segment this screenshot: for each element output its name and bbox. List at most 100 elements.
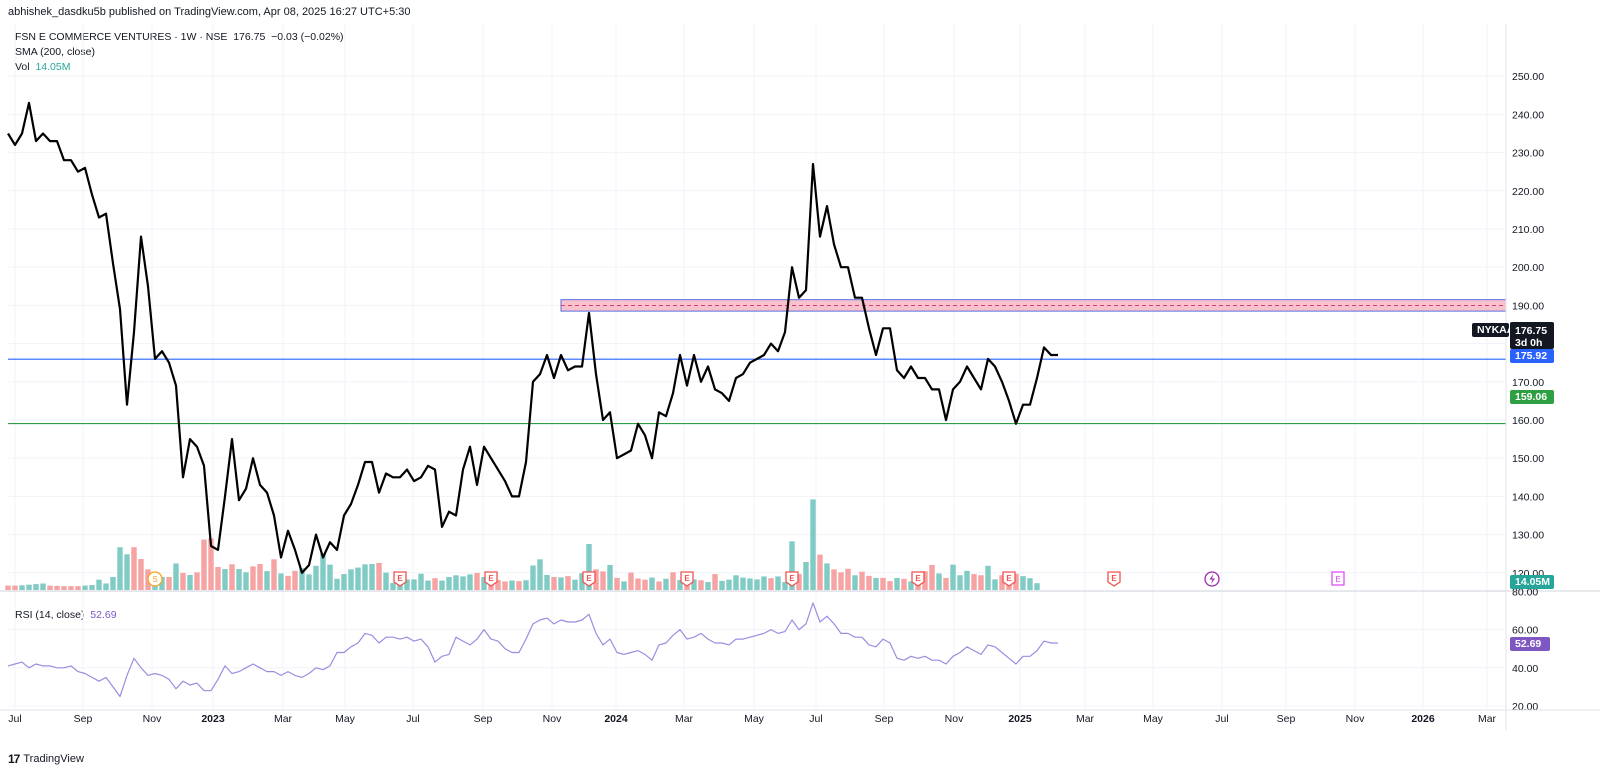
volume-bar [362,564,368,590]
time-tick-label: Mar [274,713,293,725]
earnings-marker-icon: E [393,571,407,587]
time-tick-label: Nov [945,713,964,725]
volume-bar [824,563,830,590]
price-axis[interactable]: 120.00130.00140.00150.00160.00170.00180.… [1505,24,1544,730]
volume-bar [495,579,501,590]
svg-text:E: E [488,574,494,583]
rsi-line [7,602,1058,698]
footer-brand: TradingView [23,753,84,765]
volume-bar [117,547,123,590]
rsi-value: 52.69 [90,609,117,621]
symbol-legend-row: FSN E COMMERCE VENTURES · 1W · NSE 176.7… [15,30,344,45]
volume-bar [327,564,333,590]
volume-bar [719,580,725,590]
time-tick-label: Nov [543,713,562,725]
volume-bar [61,586,67,590]
time-tick-label: Jul [809,713,822,725]
volume-bar [691,579,697,590]
volume-bar [957,575,963,590]
volume-bar [229,564,235,590]
volume-bar [971,574,977,590]
volume-bar [236,569,242,590]
volume-bar [1013,573,1019,590]
time-tick-label: Mar [1478,713,1497,725]
volume-bar [54,585,60,590]
earnings-marker-icon: E [785,571,799,587]
volume-bar [929,564,935,590]
time-tick-label: Mar [675,713,694,725]
last-price-tag: 176.75 [1515,325,1547,337]
volume-bar [173,563,179,590]
blue-line-tag: 175.92 [1515,350,1547,362]
volume-bar [768,578,774,590]
volume-bar [453,575,459,590]
svg-text:E: E [1111,574,1117,583]
svg-text:E: E [1006,574,1012,583]
volume-bar [439,580,445,590]
vol-legend-row[interactable]: Vol 14.05M [15,60,344,75]
sma-legend-row[interactable]: SMA (200, close) [15,46,95,58]
volume-bar [628,572,634,590]
publisher-header: abhishek_dasdku5b published on TradingVi… [8,6,411,18]
volume-bar [544,574,550,590]
upcoming-earnings-marker-icon: E [1331,571,1345,586]
volume-bar [950,564,956,590]
svg-text:E: E [586,574,592,583]
volume-bar [789,541,795,590]
volume-bar [320,553,326,590]
volume-bar [670,572,676,590]
volume-bar [565,576,571,590]
volume-bar [810,499,816,590]
svg-text:E: E [1335,575,1340,584]
grid-lines [8,24,1506,710]
volume-bar [579,573,585,590]
svg-text:E: E [397,574,403,583]
volume-bar [866,575,872,590]
volume-bar [390,582,396,590]
volume-bar [376,562,382,590]
volume-bar [278,573,284,590]
volume-bar [313,565,319,590]
volume-tag-bg [1510,575,1554,589]
rsi-tick-label: 60.00 [1512,625,1538,637]
volume-bar [586,543,592,590]
time-tick-label: 2025 [1008,713,1032,725]
rsi-tag-bg [1510,637,1550,651]
symbol-tag-bg [1472,323,1509,337]
volume-bar [1020,576,1026,590]
rsi-tick-label: 20.00 [1512,701,1538,713]
svg-text:E: E [684,574,690,583]
volume-bar [383,572,389,590]
earnings-marker-icon: E [484,571,498,587]
volume-bar [852,575,858,590]
svg-text:E: E [915,574,921,583]
volume-bar [698,580,704,590]
volume-bar [47,585,53,590]
volume-bar [726,579,732,590]
volume-bar [607,564,613,590]
volume-bar [712,574,718,590]
volume-bar [537,559,543,590]
volume-bar [754,579,760,590]
volume-bar [558,577,564,590]
symbol-tag: NYKAA [1477,324,1515,336]
volume-bar [103,583,109,590]
volume-bar [516,581,522,590]
price-tick-label: 230.00 [1512,148,1544,160]
tradingview-logo-icon: 17 [8,752,20,766]
rsi-legend[interactable]: RSI (14, close) 52.69 [15,609,117,621]
volume-bar [502,581,508,590]
price-tick-label: 150.00 [1512,453,1544,465]
price-tick-label: 240.00 [1512,109,1544,121]
volume-bar [880,577,886,590]
time-axis[interactable]: Jul Sep Nov 2023 Mar May Jul Sep Nov 2024 Mar May Ju… [0,709,1600,725]
volume-bar [999,575,1005,590]
symbol-title[interactable]: FSN E COMMERCE VENTURES · 1W · NSE [15,31,228,43]
volume-bar [334,578,340,590]
volume-bar [859,571,865,590]
volume-bar [82,585,88,590]
time-tick-label: May [335,713,356,725]
time-tick-label: Jul [406,713,419,725]
volume-bar [215,566,221,590]
